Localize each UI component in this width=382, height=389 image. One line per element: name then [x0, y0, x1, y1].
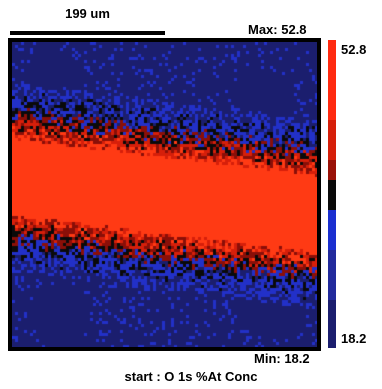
color-scale-bar	[328, 40, 336, 348]
color-scale-max: 52.8	[341, 42, 367, 57]
map-caption: start : O 1s %At Conc	[124, 369, 258, 384]
scale-bar	[10, 31, 165, 35]
scale-bar-label: 199 um	[65, 6, 110, 21]
concentration-map-image	[12, 42, 317, 347]
concentration-map[interactable]	[8, 38, 321, 351]
max-value-label: Max: 52.8	[248, 22, 307, 37]
min-value-label: Min: 18.2	[254, 351, 310, 366]
color-scale-min: 18.2	[341, 331, 367, 346]
